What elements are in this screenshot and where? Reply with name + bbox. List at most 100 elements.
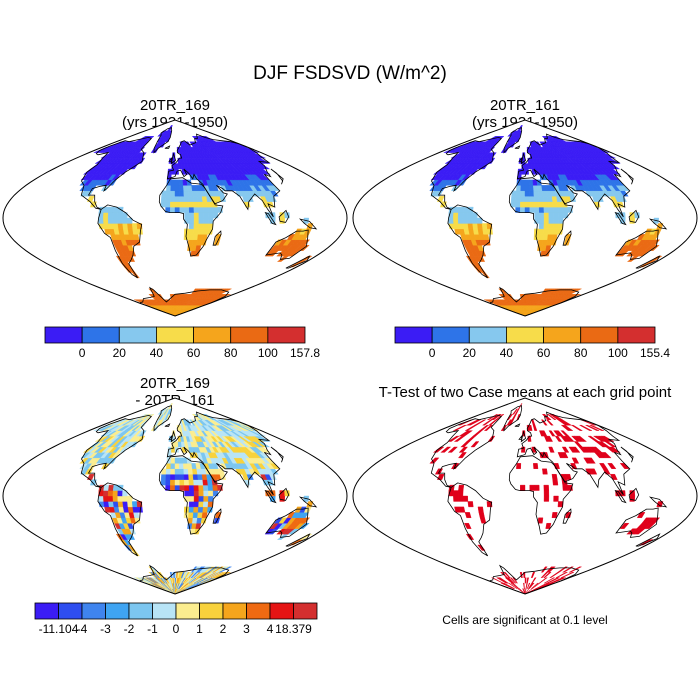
coastline-au [615, 507, 659, 538]
grid-cell [560, 572, 575, 578]
colorbar-tick-label: 100 [258, 346, 278, 360]
grid-cell [203, 484, 209, 491]
grid-cell [536, 582, 550, 589]
colorbar-swatch [269, 602, 294, 620]
grid-cell [522, 588, 526, 594]
grid-cell [599, 463, 608, 469]
grid-cell [117, 501, 124, 508]
grid-cell [183, 196, 190, 202]
grid-cell [127, 495, 133, 502]
grid-cell [543, 577, 556, 584]
grid-cell [174, 190, 180, 197]
grid-cell [183, 185, 189, 191]
grid-cell [112, 495, 119, 502]
coastline-jp [270, 446, 284, 463]
grid-cell [553, 217, 559, 224]
grid-cell [136, 146, 146, 153]
coastline-is [164, 145, 171, 149]
coastline-ie [518, 156, 523, 162]
colorbar-tick-label: -1 [147, 622, 158, 636]
grid-cell [184, 484, 190, 491]
grid-cell [542, 234, 549, 240]
grid-cell [279, 217, 286, 224]
grid-cell [547, 577, 560, 584]
grid-cell [107, 490, 114, 497]
grid-cell [562, 484, 569, 491]
grid-cell [160, 474, 167, 480]
grid-cell [538, 577, 548, 584]
grid-cell [458, 446, 469, 453]
coastline-su [264, 211, 277, 226]
grid-cell [541, 430, 548, 437]
grid-cell [183, 463, 189, 469]
grid-cell [170, 479, 176, 486]
colorbar-swatch [34, 602, 59, 620]
grid-cell [193, 217, 200, 224]
colorbar-tick-label: 1 [196, 622, 203, 636]
grid-cell [571, 457, 580, 464]
coastline-nz [635, 255, 661, 269]
grid-cell [122, 501, 129, 508]
grid-cell [629, 217, 636, 224]
grid-cell [539, 212, 545, 219]
grid-cell [458, 223, 465, 230]
grid-cell [198, 217, 204, 224]
colorbar-swatch [543, 326, 582, 344]
grid-cell [193, 212, 200, 219]
grid-cell [203, 495, 209, 502]
grid-cell [543, 490, 550, 497]
grid-cell [117, 223, 124, 230]
grid-cell [170, 484, 176, 491]
grid-cell [453, 217, 459, 224]
grid-cell [534, 206, 540, 213]
panel-2-title-line1: 20TR_161 [489, 97, 561, 114]
coastline-su [264, 489, 277, 504]
grid-cell [131, 501, 138, 508]
grid-cell [656, 501, 664, 508]
colorbar-tick-label: 3 [243, 622, 250, 636]
grid-cell [122, 223, 129, 230]
grid-cell [503, 582, 515, 589]
coastline-na [430, 136, 502, 210]
grid-cell [515, 190, 521, 197]
grid-cell [529, 484, 535, 491]
coastline-sa [97, 204, 143, 279]
grid-cell [112, 490, 119, 497]
grid-cell [150, 566, 158, 573]
panel-4-title-line1: T-Test of two Case means at each grid po… [378, 384, 672, 401]
grid-cell [537, 517, 544, 524]
ocean [3, 398, 347, 594]
grid-cell [207, 206, 214, 213]
grid-cell [197, 479, 204, 486]
grid-cell [174, 196, 180, 202]
coastline-br [520, 430, 527, 443]
colorbar-swatch [506, 326, 544, 344]
grid-cell [170, 463, 176, 469]
coastline-af [508, 177, 574, 257]
grid-cell [510, 196, 517, 202]
grid-cell [656, 223, 664, 230]
significance-note: Cells are significant at 0.1 level [442, 613, 608, 627]
grid-cell [184, 206, 190, 213]
grid-cell [524, 190, 530, 197]
grid-cell [560, 430, 570, 437]
grid-cell [548, 223, 554, 230]
grid-cell [127, 217, 133, 224]
grid-cell [499, 572, 509, 578]
grid-cell [553, 206, 559, 213]
grid-cell [108, 501, 115, 508]
grid-cell [198, 484, 204, 491]
grid-cell [179, 484, 185, 491]
grid-cell [174, 463, 180, 469]
grid-cell [619, 523, 630, 529]
grid-cell [487, 157, 496, 164]
grid-cell [453, 495, 459, 502]
colorbar-tick-label: 60 [537, 346, 551, 360]
grid-cell [212, 206, 219, 213]
colorbar-tick-label: -4 [77, 622, 88, 636]
grid-cell [483, 424, 494, 431]
grid-cell [188, 196, 194, 202]
grid-cell [174, 163, 179, 170]
map-border [352, 397, 698, 595]
grid-cell [108, 223, 115, 230]
